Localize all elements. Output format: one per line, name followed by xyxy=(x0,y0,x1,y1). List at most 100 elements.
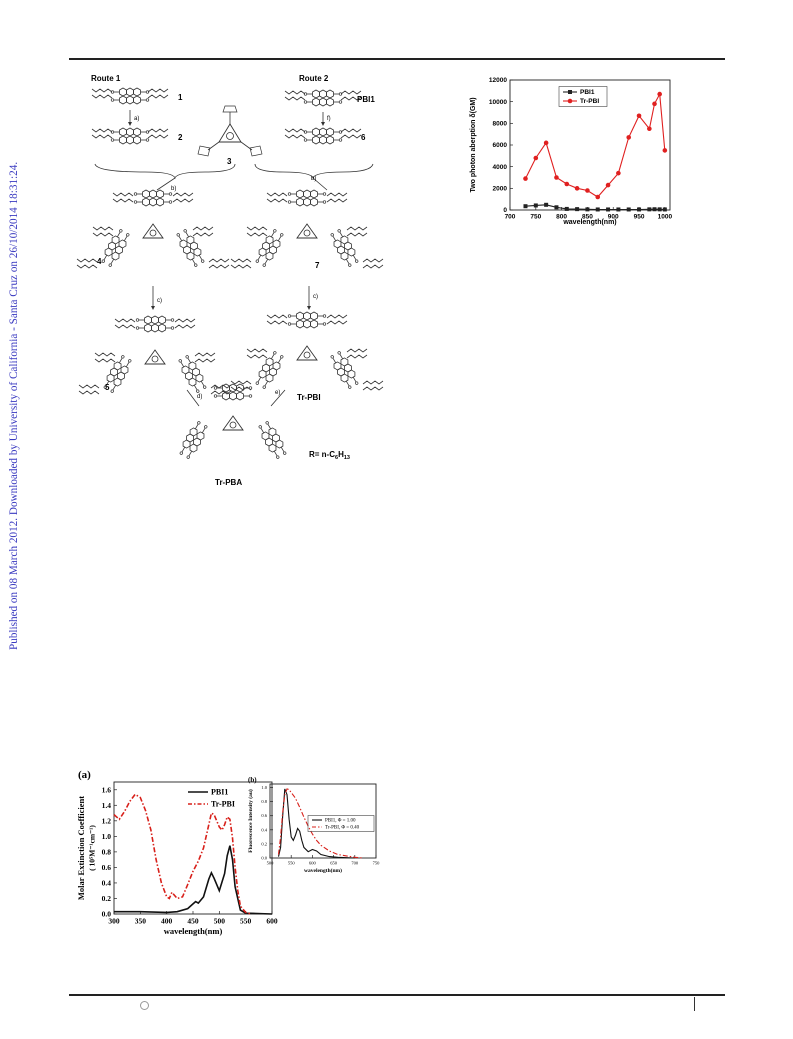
x-tick-label: 750 xyxy=(530,214,541,221)
y-tick-label: 0.6 xyxy=(261,813,267,818)
data-point-circle xyxy=(626,135,632,140)
series-line-0 xyxy=(525,204,665,211)
legend-marker-square xyxy=(568,90,572,94)
compound-tr-pbi-label: Tr-PBI xyxy=(297,393,321,402)
y-tick-label: 0.4 xyxy=(261,827,267,832)
compound-2-structure xyxy=(91,127,169,145)
data-point-square xyxy=(585,207,590,212)
y-tick-label: 0.4 xyxy=(102,878,112,887)
step-d-label: d) xyxy=(197,394,202,400)
y-tick-label: 0.8 xyxy=(102,847,112,856)
compound-5-label: 5 xyxy=(105,383,110,392)
data-point-square xyxy=(637,207,642,212)
y-tick-label: 6000 xyxy=(493,142,508,149)
x-tick-label: 1000 xyxy=(658,214,673,221)
x-tick-label: 850 xyxy=(582,214,593,221)
y-tick-label: 0.2 xyxy=(261,841,267,846)
data-point-circle xyxy=(647,126,652,132)
y-axis-label: Fluorescence Intensity (au) xyxy=(247,789,254,853)
panel-label: (a) xyxy=(78,769,91,781)
y-tick-label: 12000 xyxy=(489,77,507,84)
data-point-circle xyxy=(595,194,601,200)
legend-label-0: PBI1 xyxy=(211,788,228,797)
x-tick-label: 550 xyxy=(240,917,252,926)
data-point-square xyxy=(564,206,569,211)
y-tick-label: 0.0 xyxy=(102,910,112,919)
x-tick-label: 450 xyxy=(187,917,199,926)
legend-box xyxy=(307,815,375,832)
panel-label: (b) xyxy=(248,776,257,784)
legend-label-0: PBI1, Φ = 1.00 xyxy=(325,819,356,824)
compound-3-label: 3 xyxy=(227,157,232,166)
absorption-chart: 300 350 400 450 500 550 600 0.0 0.2 0.4 0.6 0.8 1.0 1… xyxy=(76,769,278,936)
x-tick-label: 650 xyxy=(330,861,338,866)
compound-3-structure xyxy=(197,105,263,157)
data-point-circle xyxy=(554,175,559,180)
x-tick-label: 750 xyxy=(373,861,381,866)
header-rule xyxy=(69,58,725,60)
step-e-label: e) xyxy=(275,390,280,396)
compound-tr-pba-structure xyxy=(176,383,290,461)
compound-pbi1-label: PBI1 xyxy=(357,95,375,104)
route1-label: Route 1 xyxy=(91,74,121,83)
data-point-circle xyxy=(574,186,580,191)
y-tick-label: 0.0 xyxy=(261,856,267,861)
step-b-left-arrow xyxy=(156,177,176,191)
compound-5-structure xyxy=(79,316,231,394)
legend-label-0: PBI1 xyxy=(580,89,595,96)
compound-4-label: 4 xyxy=(97,257,102,266)
x-tick-label: 300 xyxy=(108,917,120,926)
series-line-1 xyxy=(113,793,252,915)
step-b-left-label: b) xyxy=(171,186,176,192)
x-tick-label: 700 xyxy=(505,214,516,221)
legend-label-1: Tr-PBI xyxy=(211,800,235,809)
data-point-square xyxy=(533,203,538,208)
route2-label: Route 2 xyxy=(299,74,329,83)
compound-6-structure xyxy=(284,127,362,145)
step-b-right-label: b) xyxy=(311,176,316,182)
step-a-arrowhead xyxy=(128,122,132,126)
legend-marker-circle xyxy=(567,98,573,104)
y-tick-label: 1.0 xyxy=(102,832,112,841)
data-point-square xyxy=(606,207,611,212)
series-line-0 xyxy=(114,845,273,915)
compound-6-label: 6 xyxy=(361,133,366,142)
series-line-1 xyxy=(525,92,666,198)
data-point-square xyxy=(554,205,559,210)
legend-label-1: Tr-PBI xyxy=(580,98,599,105)
footer-rule xyxy=(69,994,725,996)
y-tick-label: 10000 xyxy=(489,99,507,106)
data-point-square xyxy=(616,207,621,212)
y-axis-unit-label: ( 10⁵M⁻¹cm⁻¹) xyxy=(88,825,97,871)
step-c-right-arrowhead xyxy=(307,306,311,310)
y-tick-label: 0.8 xyxy=(261,799,267,804)
data-point-square xyxy=(575,207,580,212)
y-tick-label: 8000 xyxy=(493,121,508,128)
two-photon-absorption-chart: 700 750 800 850 900 950 1000020004000600080001… xyxy=(470,77,673,226)
series-line-0 xyxy=(277,788,355,859)
data-point-circle xyxy=(657,91,662,97)
footer-circle-icon xyxy=(140,1001,149,1010)
synthesis-scheme: Route 1 Route 2 1 a) 2 3 PBI1 f) xyxy=(75,74,385,487)
y-tick-label: 1.6 xyxy=(102,785,112,794)
step-d-arrow xyxy=(186,389,200,407)
x-tick-label: 550 xyxy=(288,861,296,866)
y-tick-label: 1.4 xyxy=(102,801,112,810)
y-axis-label: Molar Extinction Coefficient xyxy=(76,796,86,900)
y-tick-label: 1.0 xyxy=(261,785,267,790)
data-point-square xyxy=(647,207,652,212)
x-tick-label: 500 xyxy=(267,861,275,866)
compound-tr-pba-label: Tr-PBA xyxy=(215,478,242,487)
x-tick-label: 700 xyxy=(351,861,359,866)
data-point-circle xyxy=(662,148,668,153)
compound-7-structure xyxy=(231,190,383,268)
compound-tr-pbi-structure xyxy=(231,312,383,390)
series-line-1 xyxy=(277,788,364,859)
data-point-circle xyxy=(523,176,528,181)
data-point-circle xyxy=(636,113,642,119)
step-c-left-label: c) xyxy=(157,298,162,304)
data-point-square xyxy=(657,207,662,212)
compound-1-structure xyxy=(91,87,169,105)
x-axis-label: wavelength(nm) xyxy=(562,219,616,226)
plot-frame xyxy=(269,783,377,859)
